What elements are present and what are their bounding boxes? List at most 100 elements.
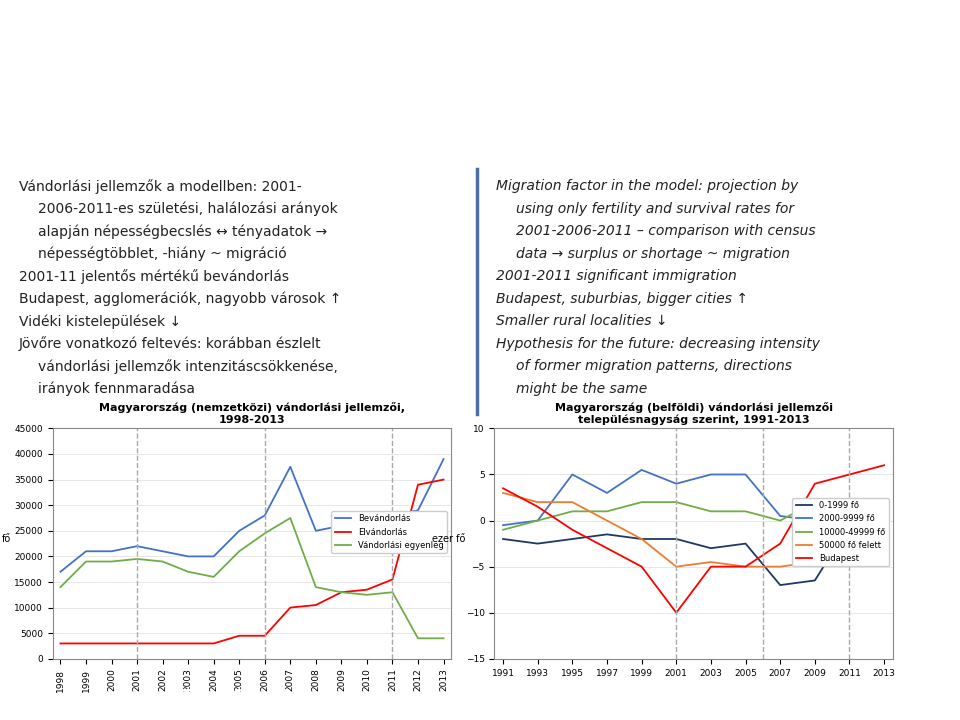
Elvándorlás (336, 588, 348, 597)
Vándorlási egyenleg (233, 547, 245, 556)
Elvándorlás (412, 480, 423, 489)
0-1999 fő (670, 535, 682, 544)
Budapest (706, 562, 717, 571)
Bevándorlás (106, 547, 117, 556)
Elvándorlás (208, 639, 220, 648)
10000-49999 fő (844, 516, 855, 525)
Elvándorlás (233, 631, 245, 640)
Vándorlási egyenleg (412, 634, 423, 643)
10000-49999 fő (670, 498, 682, 506)
Vándorlási egyenleg (182, 567, 194, 576)
Elvándorlás (259, 631, 271, 640)
Legend: 0-1999 fő, 2000-9999 fő, 10000-49999 fő, 50000 fő felett, Budapest: 0-1999 fő, 2000-9999 fő, 10000-49999 fő,… (792, 498, 889, 566)
Elvándorlás (182, 639, 194, 648)
Text: 2001-2006-2011 – comparison with census: 2001-2006-2011 – comparison with census (516, 224, 815, 238)
2000-9999 fő (532, 516, 543, 525)
10000-49999 fő (497, 526, 509, 534)
Line: 2000-9999 fő: 2000-9999 fő (503, 470, 884, 525)
Vándorlási egyenleg (156, 557, 168, 566)
Budapest (775, 539, 786, 548)
0-1999 fő (740, 539, 752, 548)
50000 fő felett (878, 516, 890, 525)
Text: tagai@rkk.hu: tagai@rkk.hu (662, 689, 778, 704)
Vándorlási egyenleg (132, 554, 143, 563)
10000-49999 fő (636, 498, 647, 506)
2000-9999 fő (706, 470, 717, 479)
Vándorlási egyenleg (106, 557, 117, 566)
2000-9999 fő (878, 521, 890, 529)
Text: Jövőre vonatkozó feltevés: korábban észlelt: Jövőre vonatkozó feltevés: korábban észl… (19, 337, 322, 351)
10000-49999 fő (775, 516, 786, 525)
Elvándorlás (284, 603, 296, 612)
Text: Budapest, agglomerációk, nagyobb városok ↑: Budapest, agglomerációk, nagyobb városok… (19, 292, 342, 306)
0-1999 fő (497, 535, 509, 544)
Text: népességtöbblet, -hiány ~ migráció: népességtöbblet, -hiány ~ migráció (38, 246, 287, 261)
Text: irányok fennmaradása: irányok fennmaradása (38, 382, 195, 396)
Vándorlási egyenleg (361, 590, 372, 599)
Elvándorlás (81, 639, 92, 648)
50000 fő felett (809, 558, 821, 567)
Text: data → surplus or shortage ~ migration: data → surplus or shortage ~ migration (516, 246, 790, 261)
Line: Bevándorlás: Bevándorlás (60, 459, 444, 572)
Budapest (809, 480, 821, 488)
Line: 50000 fő felett: 50000 fő felett (503, 493, 884, 567)
Bevándorlás (208, 552, 220, 561)
Budapest (601, 544, 612, 552)
0-1999 fő (809, 576, 821, 585)
Vándorlási egyenleg (336, 588, 348, 597)
50000 fő felett (775, 562, 786, 571)
Budapest (566, 526, 578, 534)
Budapest (497, 484, 509, 492)
10000-49999 fő (740, 507, 752, 516)
2000-9999 fő (775, 512, 786, 521)
Line: Budapest: Budapest (503, 465, 884, 613)
0-1999 fő (878, 539, 890, 548)
Bevándorlás (259, 511, 271, 520)
50000 fő felett (532, 498, 543, 506)
Line: Vándorlási egyenleg: Vándorlási egyenleg (60, 518, 444, 639)
0-1999 fő (844, 521, 855, 529)
10000-49999 fő (809, 498, 821, 506)
Text: Vándorlási hipotézisek: Vándorlási hipotézisek (21, 89, 376, 118)
Line: 0-1999 fő: 0-1999 fő (503, 525, 884, 585)
Bevándorlás (284, 462, 296, 471)
Vándorlási egyenleg (438, 634, 449, 643)
2000-9999 fő (740, 470, 752, 479)
Elvándorlás (361, 585, 372, 594)
Text: RKI: RKI (919, 692, 939, 701)
0-1999 fő (566, 535, 578, 544)
50000 fő felett (497, 489, 509, 498)
Bevándorlás (55, 567, 66, 576)
50000 fő felett (740, 562, 752, 571)
Vándorlási egyenleg (387, 588, 398, 597)
0-1999 fő (775, 581, 786, 590)
Budapest (636, 562, 647, 571)
Elvándorlás (132, 639, 143, 648)
0-1999 fő (601, 530, 612, 539)
Bevándorlás (387, 511, 398, 520)
Bevándorlás (361, 526, 372, 535)
Legend: Bevándorlás, Elvándorlás, Vándorlási egyenleg: Bevándorlás, Elvándorlás, Vándorlási egy… (331, 511, 447, 553)
Text: alapján népességbecslés ↔ tényadatok →: alapján népességbecslés ↔ tényadatok → (38, 224, 327, 238)
0-1999 fő (636, 535, 647, 544)
Budapest (844, 470, 855, 479)
2000-9999 fő (601, 489, 612, 498)
Budapest (878, 461, 890, 469)
10000-49999 fő (878, 535, 890, 544)
Vándorlási egyenleg (259, 529, 271, 538)
Text: might be the same: might be the same (516, 382, 647, 396)
10000-49999 fő (566, 507, 578, 516)
Elvándorlás (106, 639, 117, 648)
Bevándorlás (438, 455, 449, 464)
0-1999 fő (532, 539, 543, 548)
2000-9999 fő (566, 470, 578, 479)
Bevándorlás (336, 521, 348, 530)
Text: of former migration patterns, directions: of former migration patterns, directions (516, 359, 792, 373)
2000-9999 fő (670, 480, 682, 488)
Elvándorlás (438, 475, 449, 484)
Vándorlási egyenleg (55, 582, 66, 591)
Bevándorlás (233, 526, 245, 535)
Title: Magyarország (nemzetközi) vándorlási jellemzői,
1998-2013: Magyarország (nemzetközi) vándorlási jel… (99, 402, 405, 425)
Vándorlási egyenleg (310, 582, 322, 591)
Bevándorlás (310, 526, 322, 535)
